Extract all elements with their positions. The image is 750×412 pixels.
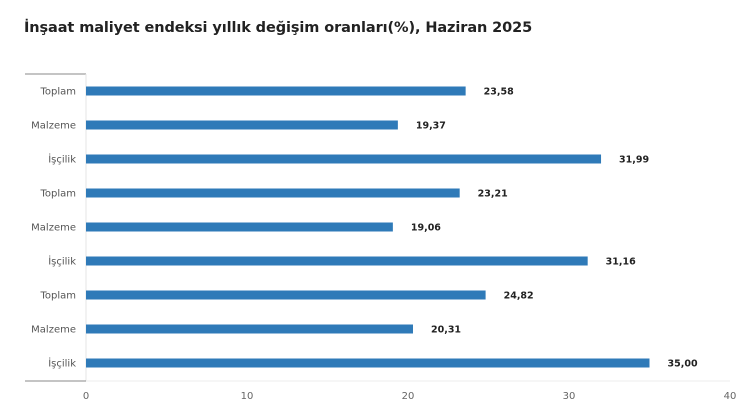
x-tick-label: 30 bbox=[563, 391, 576, 402]
data-label: 19,06 bbox=[411, 223, 441, 234]
category-label: İşçilik bbox=[48, 357, 76, 370]
data-label: 24,82 bbox=[504, 291, 534, 302]
bar bbox=[86, 154, 602, 164]
bar bbox=[86, 290, 486, 300]
bar bbox=[86, 358, 650, 368]
x-tick-label: 40 bbox=[724, 391, 737, 402]
category-label: Toplam bbox=[39, 291, 76, 302]
data-label: 23,21 bbox=[478, 189, 508, 200]
bar bbox=[86, 222, 393, 232]
category-label: Malzeme bbox=[31, 121, 76, 132]
x-tick-label: 0 bbox=[83, 391, 89, 402]
category-label: Toplam bbox=[39, 87, 76, 98]
bar bbox=[86, 324, 413, 334]
chart-title: İnşaat maliyet endeksi yıllık değişim or… bbox=[24, 20, 533, 36]
bar bbox=[86, 188, 460, 198]
bar bbox=[86, 256, 588, 266]
data-label: 23,58 bbox=[484, 87, 514, 98]
x-tick-label: 20 bbox=[402, 391, 415, 402]
category-label: Malzeme bbox=[31, 325, 76, 336]
data-label: 19,37 bbox=[416, 121, 446, 132]
bar bbox=[86, 120, 398, 130]
category-label: İşçilik bbox=[48, 153, 76, 166]
data-label: 31,99 bbox=[619, 155, 649, 166]
data-label: 20,31 bbox=[431, 325, 461, 336]
data-label: 35,00 bbox=[668, 359, 698, 370]
x-tick-label: 10 bbox=[241, 391, 254, 402]
category-label: Toplam bbox=[39, 189, 76, 200]
category-label: Malzeme bbox=[31, 223, 76, 234]
category-label: İşçilik bbox=[48, 255, 76, 268]
data-label: 31,16 bbox=[606, 257, 636, 268]
bar bbox=[86, 86, 466, 96]
